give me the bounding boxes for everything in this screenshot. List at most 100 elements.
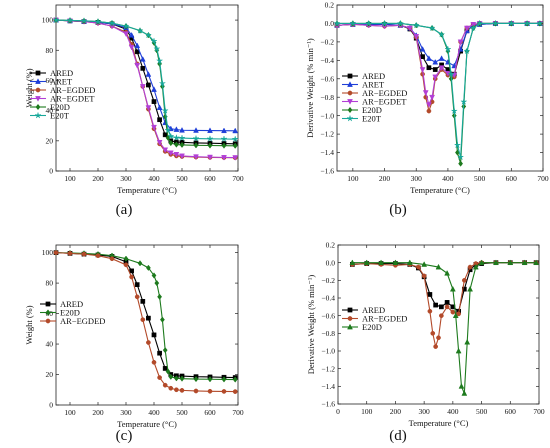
legend-entry: ARET	[362, 79, 385, 89]
data-point	[156, 139, 163, 146]
data-point	[151, 272, 157, 279]
data-point	[207, 142, 213, 149]
data-point	[165, 127, 171, 133]
x-tick-label: 700	[537, 174, 549, 183]
y-tick-label: 40	[46, 340, 54, 349]
x-tick-label: 300	[120, 408, 132, 417]
y-tick-label: 20	[46, 370, 54, 379]
y-tick-label: −1.0	[321, 347, 335, 356]
data-point	[162, 147, 169, 154]
legend-entry: E20D	[60, 307, 80, 317]
data-point	[207, 388, 213, 394]
data-point	[232, 136, 239, 142]
legend-entry: E20T	[362, 113, 382, 123]
data-point	[448, 71, 455, 77]
data-point	[478, 259, 485, 266]
data-point	[134, 42, 141, 49]
y-tick-label: 100	[42, 248, 54, 257]
data-point	[146, 340, 151, 345]
data-point	[159, 80, 166, 87]
data-point	[156, 104, 163, 110]
data-point	[145, 32, 152, 38]
legend-entry: AR−EGDET	[362, 96, 407, 106]
x-tick-label: 100	[361, 407, 373, 416]
data-point	[232, 127, 239, 134]
data-point	[450, 309, 456, 315]
data-point	[162, 366, 168, 371]
data-point	[129, 268, 134, 274]
legend-swatch-marker	[45, 318, 51, 324]
data-point	[451, 107, 458, 114]
data-point	[456, 311, 461, 317]
data-point	[157, 293, 163, 300]
data-point	[427, 308, 433, 314]
legend-swatch-marker	[347, 106, 353, 114]
y-tick-label: −1.2	[321, 364, 335, 373]
data-point	[425, 55, 432, 61]
y-tick-label: −0.6	[321, 311, 335, 320]
data-point	[429, 24, 436, 31]
x-tick-label: 0	[336, 407, 340, 416]
data-point	[159, 316, 165, 323]
data-point	[461, 286, 467, 292]
y-axis-label: Derivative Weight (% min⁻¹)	[306, 275, 316, 375]
data-point	[123, 255, 129, 262]
data-point	[179, 375, 185, 382]
data-point	[140, 299, 146, 304]
legend-swatch-marker	[347, 90, 353, 96]
data-point	[533, 259, 540, 266]
data-point	[425, 102, 432, 108]
legend-entry: AR−EGDET	[50, 93, 95, 103]
data-point	[455, 347, 462, 354]
data-point	[444, 304, 450, 310]
legend-entry: E20T	[50, 110, 70, 120]
data-point	[140, 317, 146, 323]
y-tick-label: −0.6	[320, 74, 334, 83]
x-axis-label: Temperature (°C)	[410, 185, 470, 195]
data-point	[157, 117, 162, 123]
data-point	[451, 72, 458, 79]
data-point	[162, 347, 168, 354]
data-point	[95, 18, 101, 25]
data-point	[457, 154, 464, 160]
data-point	[81, 251, 87, 257]
data-point	[137, 260, 143, 267]
x-tick-label: 400	[442, 174, 454, 183]
data-point	[207, 154, 213, 161]
legend-entry: AR−EGDED	[362, 88, 407, 98]
y-tick-label: 100	[42, 16, 54, 25]
data-point	[179, 135, 185, 141]
data-point	[145, 105, 152, 111]
x-tick-label: 600	[204, 408, 216, 417]
data-point	[193, 142, 199, 149]
x-tick-label: 200	[92, 408, 104, 417]
data-point	[95, 253, 101, 259]
legend-entry: E20D	[362, 322, 382, 332]
data-point	[193, 388, 199, 394]
data-point	[146, 82, 151, 88]
legend-entry: ARED	[362, 305, 385, 315]
data-point	[128, 44, 135, 51]
legend-swatch-marker	[35, 87, 41, 93]
legend-swatch-marker	[35, 96, 41, 102]
data-point	[508, 20, 515, 27]
y-tick-label: −1.4	[320, 148, 334, 157]
data-point	[420, 54, 425, 59]
data-point	[151, 332, 157, 338]
data-point	[156, 57, 163, 64]
data-point	[432, 67, 438, 72]
data-point	[422, 90, 429, 96]
data-point	[167, 150, 174, 157]
data-point	[151, 359, 157, 365]
data-point	[406, 259, 413, 266]
data-point	[413, 22, 420, 28]
legend-swatch-marker	[45, 301, 51, 307]
data-point	[179, 127, 185, 133]
data-point	[454, 142, 461, 148]
data-point	[221, 127, 227, 134]
legend-entry: E20D	[362, 105, 382, 115]
y-tick-label: −1.4	[321, 382, 335, 391]
data-point	[207, 127, 213, 133]
x-tick-label: 400	[447, 407, 459, 416]
